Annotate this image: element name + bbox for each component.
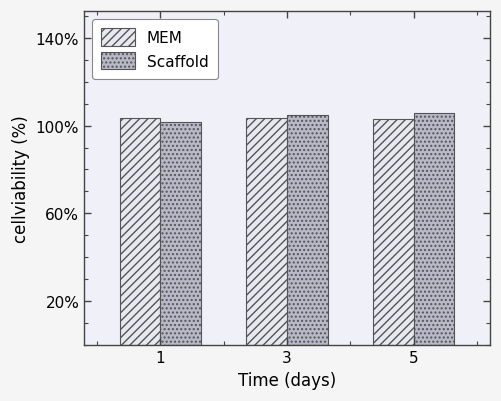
Bar — [372, 119, 413, 346]
Y-axis label: cellviability (%): cellviability (%) — [12, 115, 30, 243]
Bar — [287, 115, 327, 346]
Bar — [413, 114, 453, 346]
Bar — [119, 119, 160, 346]
Legend: MEM, Scaffold: MEM, Scaffold — [92, 20, 217, 79]
Bar — [160, 123, 200, 346]
Bar — [246, 119, 287, 346]
X-axis label: Time (days): Time (days) — [237, 371, 335, 389]
